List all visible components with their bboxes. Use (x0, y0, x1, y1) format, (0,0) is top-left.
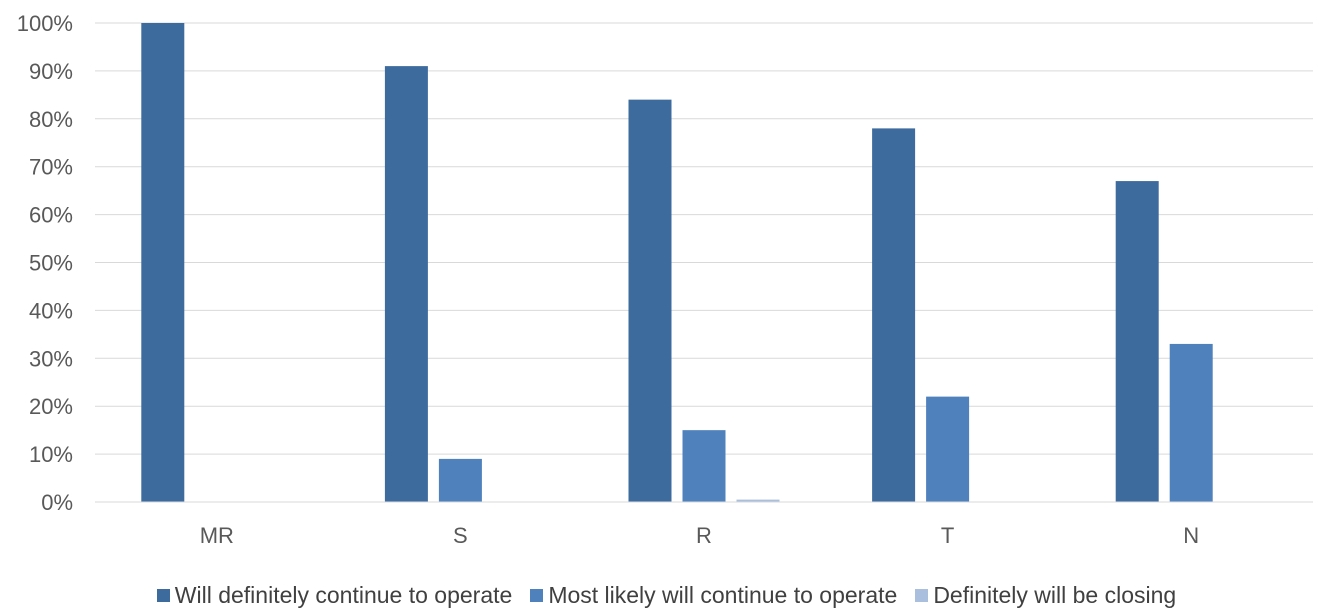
y-tick-label: 10% (29, 442, 73, 467)
legend-swatch (156, 589, 170, 602)
bar-r-series-2 (682, 430, 726, 502)
bar-r-series-1 (628, 99, 672, 502)
bar-t-series-2 (926, 396, 970, 502)
bar-s-series-2 (438, 458, 482, 502)
y-tick-label: 0% (41, 490, 73, 515)
bar-n-series-1 (1115, 181, 1159, 502)
bar-t-series-1 (872, 128, 916, 502)
y-tick-label: 40% (29, 298, 73, 323)
y-tick-label: 20% (29, 394, 73, 419)
x-tick-label: T (941, 523, 954, 548)
y-axis-tick-labels: 0% 10% 20% 30% 40% 50% 60% 70% 80% 90% 100% (17, 11, 73, 515)
y-tick-label: 100% (17, 11, 73, 36)
x-tick-label: S (453, 523, 468, 548)
gridlines (95, 22, 1313, 455)
legend-label: Definitely will be closing (933, 582, 1177, 608)
bars (141, 23, 1213, 503)
y-tick-label: 70% (29, 155, 73, 180)
legend: Will definitely continue to operate Most … (0, 582, 1333, 609)
legend-item: Will definitely continue to operate (156, 582, 513, 609)
y-tick-label: 90% (29, 59, 73, 84)
legend-item: Definitely will be closing (915, 582, 1176, 609)
bar-mr-series-1 (141, 23, 185, 502)
legend-swatch (915, 589, 929, 602)
legend-label: Most likely will continue to operate (548, 582, 898, 608)
x-tick-label: N (1183, 523, 1199, 548)
bar-r-series-3 (736, 499, 780, 502)
x-tick-label: MR (200, 523, 234, 548)
legend-label: Will definitely continue to operate (174, 582, 513, 608)
legend-swatch (530, 589, 544, 602)
legend-item: Most likely will continue to operate (530, 582, 897, 609)
y-tick-label: 80% (29, 107, 73, 132)
x-axis-tick-labels: MR S R T N (200, 523, 1199, 548)
y-tick-label: 30% (29, 346, 73, 371)
x-tick-label: R (696, 523, 712, 548)
bar-s-series-1 (384, 66, 428, 503)
y-tick-label: 60% (29, 203, 73, 228)
y-tick-label: 50% (29, 251, 73, 276)
bar-n-series-2 (1169, 343, 1213, 502)
